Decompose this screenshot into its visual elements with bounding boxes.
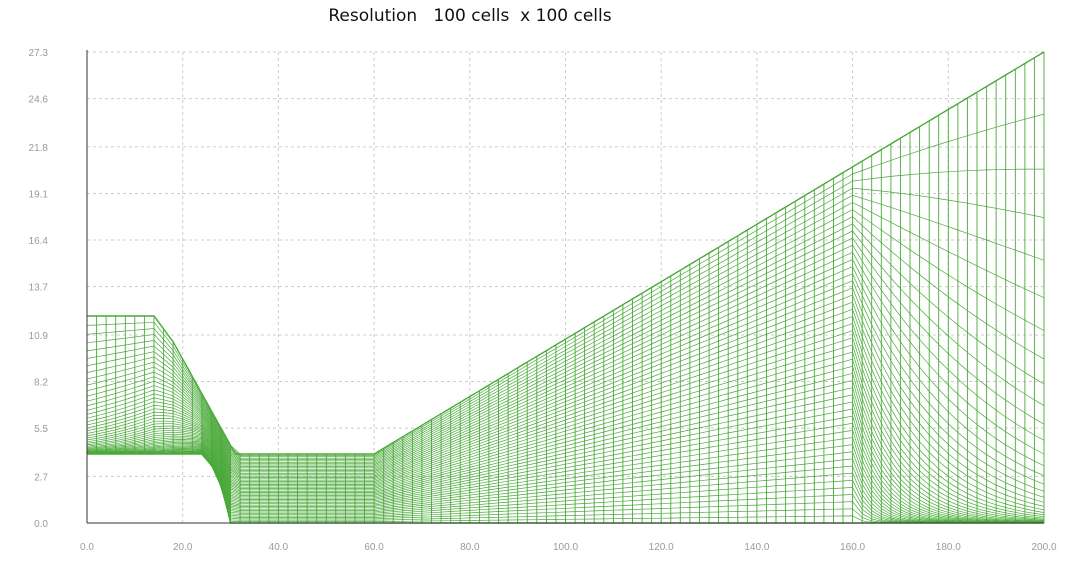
mesh-line-horizontal xyxy=(86,266,1045,477)
x-tick-label: 0.0 xyxy=(80,542,94,553)
mesh-line-horizontal xyxy=(86,437,1044,524)
x-tick-label: 120.0 xyxy=(649,542,674,553)
mesh-lines xyxy=(86,51,1045,524)
x-tick-label: 140.0 xyxy=(744,542,769,553)
chart-title: Resolution 100 cells x 100 cells xyxy=(328,6,612,26)
mesh-line-horizontal xyxy=(86,387,1045,523)
mesh-line-horizontal xyxy=(86,330,1045,518)
y-tick-label: 16.4 xyxy=(29,236,49,247)
mesh-line-horizontal xyxy=(86,287,1045,498)
x-tick-label: 180.0 xyxy=(936,542,961,553)
mesh-line-horizontal xyxy=(86,273,1045,485)
y-tick-label: 27.3 xyxy=(29,48,49,59)
mesh-line-horizontal xyxy=(87,452,1044,524)
x-tick-label: 80.0 xyxy=(460,542,480,553)
mesh-line-horizontal xyxy=(86,168,1044,458)
mesh-line-horizontal xyxy=(86,449,1044,524)
y-tick-label: 2.7 xyxy=(34,472,48,483)
mesh-line-horizontal xyxy=(86,230,1045,467)
mesh-top-boundary xyxy=(87,51,1045,455)
mesh-line-horizontal xyxy=(86,394,1045,523)
x-tick-label: 40.0 xyxy=(269,542,289,553)
mesh-line-horizontal xyxy=(86,244,1045,470)
mesh-line-horizontal xyxy=(86,408,1044,524)
y-tick-label: 24.6 xyxy=(29,95,49,106)
mesh-line-horizontal xyxy=(86,187,1045,459)
mesh-line-horizontal xyxy=(86,401,1045,524)
mesh-line-horizontal xyxy=(86,337,1045,519)
y-tick-label: 13.7 xyxy=(29,283,49,294)
mesh-line-horizontal xyxy=(86,209,1045,463)
mesh-line-horizontal xyxy=(86,430,1045,524)
mesh-line-horizontal xyxy=(86,237,1045,469)
y-tick-labels: 0.0 2.7 5.5 8.2 10.9 13.7 16.4 19.1 21.8 24.6 27.3 xyxy=(29,48,49,530)
mesh-line-horizontal xyxy=(87,452,1044,524)
mesh-line-horizontal xyxy=(86,448,1044,524)
mesh-line-horizontal xyxy=(87,451,1044,524)
mesh-line-horizontal xyxy=(86,351,1045,521)
mesh-line-horizontal xyxy=(86,380,1045,523)
mesh-line-horizontal xyxy=(86,259,1045,473)
mesh-line-horizontal xyxy=(86,449,1044,524)
mesh-line-horizontal xyxy=(86,415,1044,524)
y-tick-label: 19.1 xyxy=(29,189,49,200)
x-tick-labels: 0.0 20.0 40.0 60.0 80.0 100.0 120.0 140.0 160.0 1… xyxy=(80,542,1057,553)
y-tick-label: 8.2 xyxy=(34,378,48,389)
mesh-line-horizontal xyxy=(86,202,1045,462)
x-tick-label: 20.0 xyxy=(173,542,193,553)
mesh-line-horizontal xyxy=(86,194,1045,460)
mesh-line-horizontal xyxy=(86,372,1045,523)
mesh-line-horizontal xyxy=(86,315,1045,513)
mesh-line-horizontal xyxy=(86,323,1045,516)
y-tick-label: 21.8 xyxy=(29,143,49,154)
mesh-line-horizontal xyxy=(87,451,1044,524)
x-tick-label: 100.0 xyxy=(553,542,578,553)
mesh-line-horizontal xyxy=(86,422,1044,524)
mesh-line-horizontal xyxy=(86,365,1045,522)
y-tick-label: 5.5 xyxy=(34,424,48,435)
x-tick-label: 60.0 xyxy=(364,542,384,553)
mesh-line-horizontal xyxy=(86,444,1044,524)
mesh-line-horizontal xyxy=(86,251,1045,471)
mesh-line-horizontal xyxy=(87,450,1044,524)
x-tick-label: 200.0 xyxy=(1031,542,1056,553)
y-tick-label: 0.0 xyxy=(34,519,48,530)
mesh-line-horizontal xyxy=(86,294,1045,503)
axes xyxy=(86,50,1044,524)
mesh-line-horizontal xyxy=(86,216,1045,465)
mesh-line-horizontal xyxy=(86,280,1045,492)
y-tick-label: 10.9 xyxy=(29,331,49,342)
mesh-line-horizontal xyxy=(86,301,1045,507)
mesh-line-horizontal xyxy=(86,223,1045,466)
mesh-line-horizontal xyxy=(86,308,1045,511)
mesh-line-horizontal xyxy=(86,344,1045,520)
mesh-line-horizontal xyxy=(86,113,1045,456)
x-tick-label: 160.0 xyxy=(840,542,865,553)
mesh-line-horizontal xyxy=(86,358,1045,522)
